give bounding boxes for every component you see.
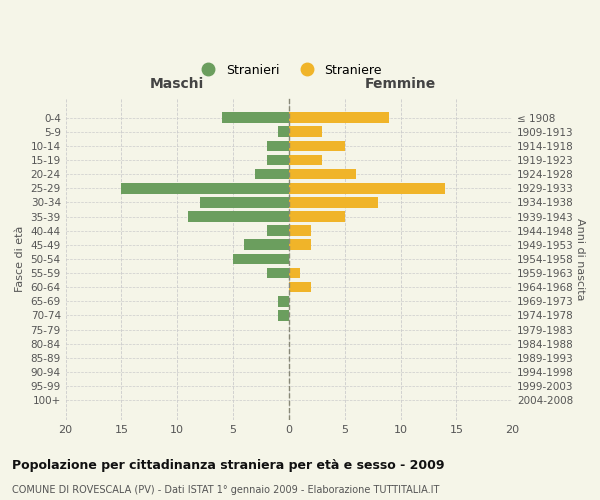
- Bar: [289, 169, 356, 179]
- Bar: [266, 226, 289, 236]
- Bar: [266, 154, 289, 166]
- Legend: Stranieri, Straniere: Stranieri, Straniere: [191, 59, 387, 82]
- Bar: [289, 154, 322, 166]
- Bar: [289, 282, 311, 292]
- Bar: [244, 240, 289, 250]
- Text: Popolazione per cittadinanza straniera per età e sesso - 2009: Popolazione per cittadinanza straniera p…: [12, 460, 445, 472]
- Y-axis label: Fasce di età: Fasce di età: [15, 226, 25, 292]
- Bar: [289, 211, 345, 222]
- Text: COMUNE DI ROVESCALA (PV) - Dati ISTAT 1° gennaio 2009 - Elaborazione TUTTITALIA.: COMUNE DI ROVESCALA (PV) - Dati ISTAT 1°…: [12, 485, 439, 495]
- Bar: [222, 112, 289, 123]
- Bar: [289, 183, 445, 194]
- Bar: [266, 140, 289, 151]
- Bar: [256, 169, 289, 179]
- Bar: [233, 254, 289, 264]
- Y-axis label: Anni di nascita: Anni di nascita: [575, 218, 585, 300]
- Bar: [278, 296, 289, 306]
- Bar: [188, 211, 289, 222]
- Bar: [266, 268, 289, 278]
- Bar: [289, 112, 389, 123]
- Bar: [289, 140, 345, 151]
- Text: Maschi: Maschi: [150, 77, 205, 91]
- Bar: [200, 197, 289, 207]
- Bar: [289, 126, 322, 137]
- Bar: [278, 310, 289, 320]
- Bar: [121, 183, 289, 194]
- Bar: [289, 226, 311, 236]
- Bar: [278, 126, 289, 137]
- Bar: [289, 197, 378, 207]
- Bar: [289, 268, 300, 278]
- Bar: [289, 240, 311, 250]
- Text: Femmine: Femmine: [365, 77, 436, 91]
